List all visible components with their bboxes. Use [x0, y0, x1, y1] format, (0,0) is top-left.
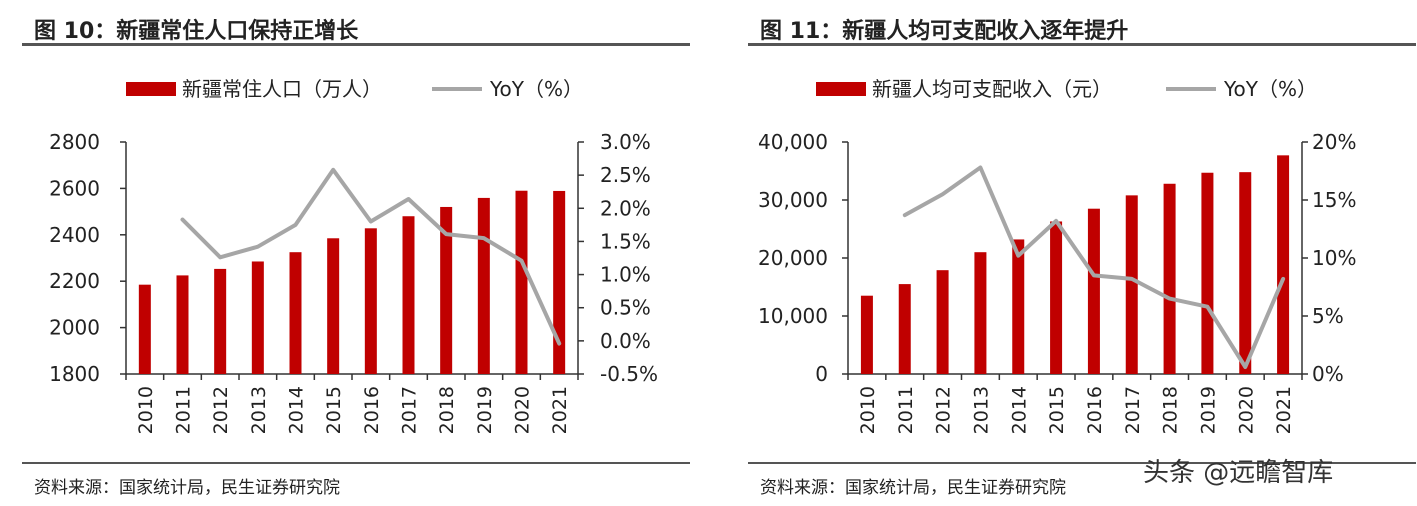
y-right-tick-label: 0.0%	[600, 329, 651, 353]
y-right-tick-label: 0.5%	[600, 296, 651, 320]
bar-2013	[974, 252, 987, 374]
y-right-tick-label: 10%	[1312, 246, 1356, 270]
watermark-text: 头条 @远瞻智库	[1143, 458, 1334, 488]
legend-bar-label: 新疆人均可支配收入（元）	[872, 77, 1112, 101]
x-tick-label: 2017	[399, 386, 421, 434]
bar-2019	[1201, 172, 1214, 374]
x-tick-label: 2016	[1084, 386, 1106, 434]
y-right-tick-label: 2.0%	[600, 196, 651, 220]
chart-panel-income: 图 11：新疆人均可支配收入逐年提升 新疆人均可支配收入（元） YoY（%） 0 10…	[726, 0, 1417, 506]
y-right-tick-label: 5%	[1312, 304, 1344, 328]
source-note: 资料来源：国家统计局，民生证券研究院	[34, 478, 340, 498]
y-left-tick-label: 2000	[49, 316, 100, 340]
bar-2011	[176, 275, 189, 374]
bar-2010	[860, 295, 873, 374]
chart-panel-population: 图 10：新疆常住人口保持正增长 新疆常住人口（万人） YoY（%） 1800 200…	[0, 0, 700, 506]
x-tick-label: 2019	[474, 386, 496, 434]
y-left-tick-label: 20,000	[758, 246, 828, 270]
legend-bar-swatch	[126, 82, 176, 96]
bar-2017	[1125, 195, 1138, 374]
x-tick-label: 2015	[323, 386, 345, 434]
x-tick-label: 2014	[1008, 386, 1030, 434]
x-tick-label: 2012	[933, 386, 955, 434]
legend-line-label: YoY（%）	[489, 77, 583, 101]
x-tick-label: 2019	[1197, 386, 1219, 434]
bar-2010	[138, 284, 151, 374]
income-chart: 新疆人均可支配收入（元） YoY（%） 0 10,000 20,000 30,000 40,…	[758, 77, 1356, 434]
title-divider	[748, 43, 1416, 46]
title-divider	[22, 43, 690, 46]
x-tick-label: 2016	[361, 386, 383, 434]
population-chart: 新疆常住人口（万人） YoY（%） 1800 2000 2200 2400 2600 2800…	[49, 77, 658, 434]
bar-2019	[477, 197, 490, 374]
source-note: 资料来源：国家统计局，民生证券研究院	[760, 478, 1066, 498]
x-tick-label: 2011	[895, 386, 917, 434]
bar-2020	[515, 190, 528, 374]
bar-2013	[251, 261, 264, 374]
x-tick-label: 2018	[436, 386, 458, 434]
y-left-tick-label: 2400	[49, 223, 100, 247]
y-right-tick-label: 0%	[1312, 362, 1344, 386]
x-tick-label: 2015	[1046, 386, 1068, 434]
bar-2011	[898, 284, 911, 374]
bar-2016	[1087, 208, 1100, 374]
y-right-tick-label: 20%	[1312, 130, 1356, 154]
legend-line-label: YoY（%）	[1223, 77, 1317, 101]
bar-2018	[440, 206, 453, 374]
bar-2015	[327, 238, 340, 374]
bar-2021	[1277, 155, 1290, 374]
y-left-tick-label: 2200	[49, 269, 100, 293]
chart-title: 图 10：新疆常住人口保持正增长	[34, 19, 359, 44]
x-tick-label: 2020	[1235, 386, 1257, 434]
bar-2014	[1012, 239, 1025, 374]
y-left-tick-label: 10,000	[758, 304, 828, 328]
x-tick-label: 2013	[248, 386, 270, 434]
chart-title: 图 11：新疆人均可支配收入逐年提升	[760, 19, 1129, 44]
bar-2017	[402, 216, 415, 374]
bar-2012	[936, 270, 949, 374]
bar-2016	[364, 228, 377, 374]
x-tick-label: 2017	[1122, 386, 1144, 434]
x-tick-label: 2020	[512, 386, 534, 434]
y-right-tick-label: -0.5%	[600, 362, 658, 386]
x-tick-label: 2013	[970, 386, 992, 434]
legend-bar-label: 新疆常住人口（万人）	[182, 77, 382, 101]
x-tick-label: 2014	[286, 386, 308, 434]
x-tick-label: 2021	[1273, 386, 1295, 434]
bar-2014	[289, 252, 302, 374]
x-tick-label: 2010	[857, 386, 879, 434]
bar-2020	[1239, 172, 1252, 374]
y-left-tick-label: 0	[815, 362, 828, 386]
y-right-tick-label: 15%	[1312, 188, 1356, 212]
bar-2015	[1050, 221, 1063, 374]
bar-2021	[553, 190, 566, 374]
y-right-tick-label: 3.0%	[600, 130, 651, 154]
y-left-tick-label: 2800	[49, 130, 100, 154]
x-tick-label: 2021	[549, 386, 571, 434]
y-left-tick-label: 30,000	[758, 188, 828, 212]
bar-2018	[1163, 183, 1176, 374]
x-tick-label: 2012	[210, 386, 232, 434]
y-left-tick-label: 1800	[49, 362, 100, 386]
source-divider	[22, 462, 690, 464]
y-left-tick-label: 40,000	[758, 130, 828, 154]
legend-bar-swatch	[816, 82, 866, 96]
y-right-tick-label: 1.5%	[600, 229, 651, 253]
y-right-tick-label: 1.0%	[600, 263, 651, 287]
bar-2012	[214, 268, 227, 374]
y-left-tick-label: 2600	[49, 176, 100, 200]
x-tick-label: 2010	[135, 386, 157, 434]
x-tick-label: 2018	[1160, 386, 1182, 434]
x-tick-label: 2011	[173, 386, 195, 434]
source-divider	[748, 462, 1416, 464]
y-right-tick-label: 2.5%	[600, 163, 651, 187]
